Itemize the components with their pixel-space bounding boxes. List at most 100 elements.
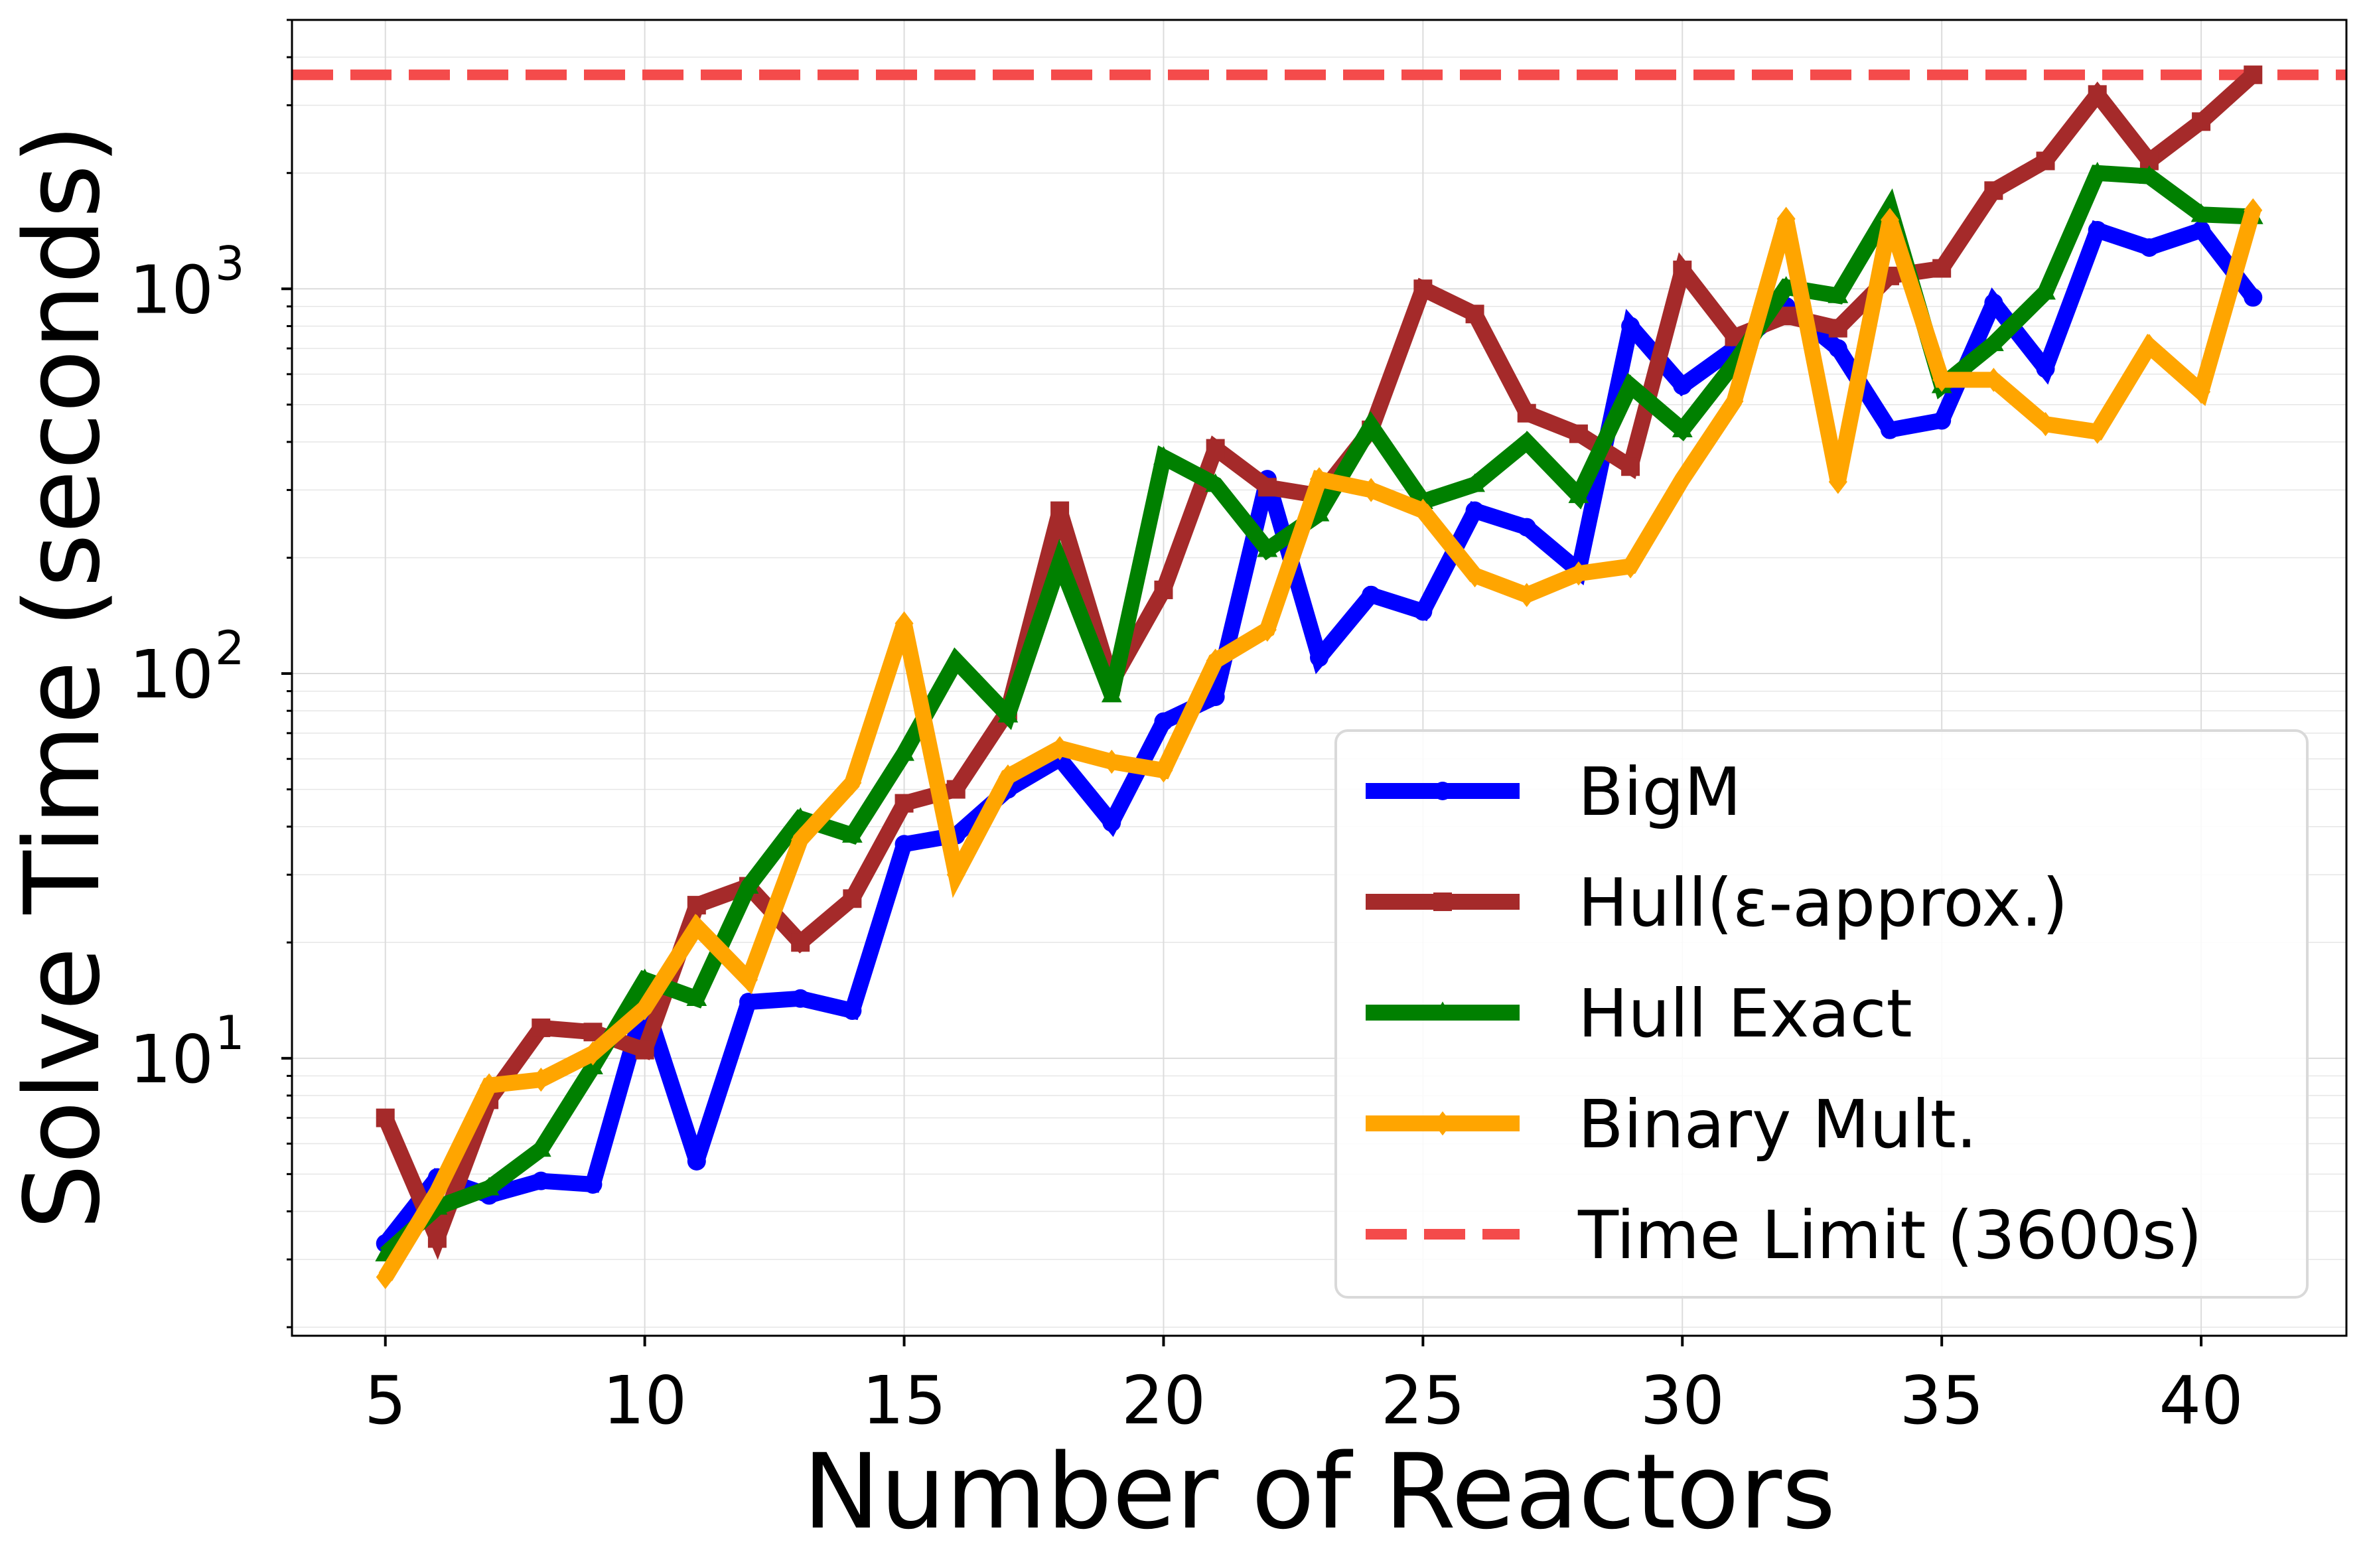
data-point (1568, 484, 1589, 504)
data-point (1516, 431, 1538, 450)
legend-label: Time Limit (3600s) (1577, 1196, 2202, 1274)
legend: BigM Hull(ε-approx.) Hull Exact Binary Mult… (1334, 729, 2309, 1299)
data-point (2088, 85, 2107, 104)
data-point (1984, 181, 2003, 200)
data-point (843, 889, 862, 908)
legend-marker (1433, 782, 1452, 800)
data-point (2244, 198, 2263, 223)
data-point (894, 742, 914, 761)
data-point (998, 764, 1017, 789)
data-point (1154, 580, 1173, 599)
data-point (1984, 368, 2003, 392)
data-point (635, 1040, 654, 1060)
data-point (2036, 359, 2055, 378)
data-point (1154, 712, 1173, 731)
data-point (2139, 238, 2159, 257)
x-tick-label: 15 (862, 1362, 946, 1439)
data-point (583, 1041, 603, 1066)
data-point (1153, 446, 1174, 465)
data-point (635, 996, 654, 1021)
data-point (687, 896, 706, 915)
data-point (1879, 196, 1900, 216)
legend-label: BigM (1578, 753, 1741, 831)
data-point (687, 914, 706, 939)
data-point (532, 1171, 551, 1190)
data-point (1413, 498, 1433, 523)
data-point (1101, 683, 1122, 703)
data-point (1257, 478, 1277, 497)
data-point (480, 1073, 499, 1098)
y-tick-label-exponent: 3 (215, 236, 245, 291)
legend-entry: Hull Exact (1366, 975, 1912, 1052)
data-point (1102, 749, 1121, 774)
data-point (634, 968, 656, 987)
data-point (2244, 65, 2263, 84)
data-point (1827, 284, 1849, 303)
data-point (1413, 602, 1433, 621)
data-point (2192, 380, 2211, 404)
data-point (1206, 439, 1225, 458)
data-point (1517, 583, 1536, 607)
data-point (1673, 376, 1692, 395)
legend-entry: BigM (1366, 753, 1741, 831)
data-point (1362, 585, 1381, 605)
data-point (532, 1018, 551, 1037)
data-point (1881, 420, 1899, 439)
data-point (1465, 305, 1484, 324)
data-point (2088, 419, 2107, 444)
data-point (1776, 206, 1796, 232)
x-axis-title: Number of Reactors (803, 1431, 1836, 1552)
data-point (1465, 501, 1484, 520)
data-point (843, 1001, 862, 1021)
data-point (1360, 415, 1382, 434)
legend-entry: Binary Mult. (1366, 1086, 1977, 1163)
x-tick-label: 10 (603, 1362, 687, 1439)
data-point (1620, 374, 1641, 393)
data-point (1983, 332, 2004, 352)
data-point (895, 794, 914, 813)
data-point (376, 1265, 395, 1289)
data-point (791, 827, 810, 852)
data-point (739, 967, 758, 992)
x-tick-label: 35 (1900, 1362, 1984, 1439)
data-point (2244, 288, 2263, 307)
legend-frame (1334, 729, 2309, 1299)
data-point (2087, 161, 2108, 180)
legend-label: Hull Exact (1578, 975, 1912, 1052)
data-point (1102, 813, 1121, 832)
data-point (1672, 418, 1693, 437)
data-point (1049, 551, 1070, 570)
x-tick-label: 30 (1640, 1362, 1725, 1439)
data-point (1932, 411, 1952, 430)
data-point (1776, 275, 1797, 295)
data-point (1206, 687, 1225, 707)
data-point (2036, 411, 2055, 437)
data-point (1517, 518, 1536, 537)
legend-entry: Time Limit (3600s) (1366, 1196, 2202, 1274)
data-point (1828, 339, 1847, 358)
tick-layer: 10 110 210 35 10 15 20 25 30 35 40 (129, 19, 2244, 1439)
data-point (946, 649, 967, 668)
data-point (791, 989, 810, 1008)
data-point (478, 1176, 500, 1196)
data-point (1569, 561, 1588, 586)
data-point (1673, 466, 1692, 492)
data-point (532, 1067, 551, 1092)
data-point (1257, 538, 1278, 557)
data-point (997, 703, 1019, 723)
legend-label: Binary Mult. (1578, 1086, 1977, 1163)
data-point (1984, 293, 2003, 313)
data-point (1725, 389, 1744, 414)
x-tick-label: 25 (1381, 1362, 1465, 1439)
data-point (1621, 317, 1640, 336)
x-tick-label: 20 (1121, 1362, 1206, 1439)
data-point (1413, 279, 1433, 299)
data-point (1310, 648, 1328, 668)
data-point (1154, 758, 1173, 783)
data-point (530, 1138, 551, 1157)
data-point (1828, 469, 1847, 494)
y-tick-label-exponent: 2 (215, 621, 245, 676)
y-axis-title: Solve Time (seconds) (2, 124, 123, 1230)
data-point (1310, 466, 1328, 492)
